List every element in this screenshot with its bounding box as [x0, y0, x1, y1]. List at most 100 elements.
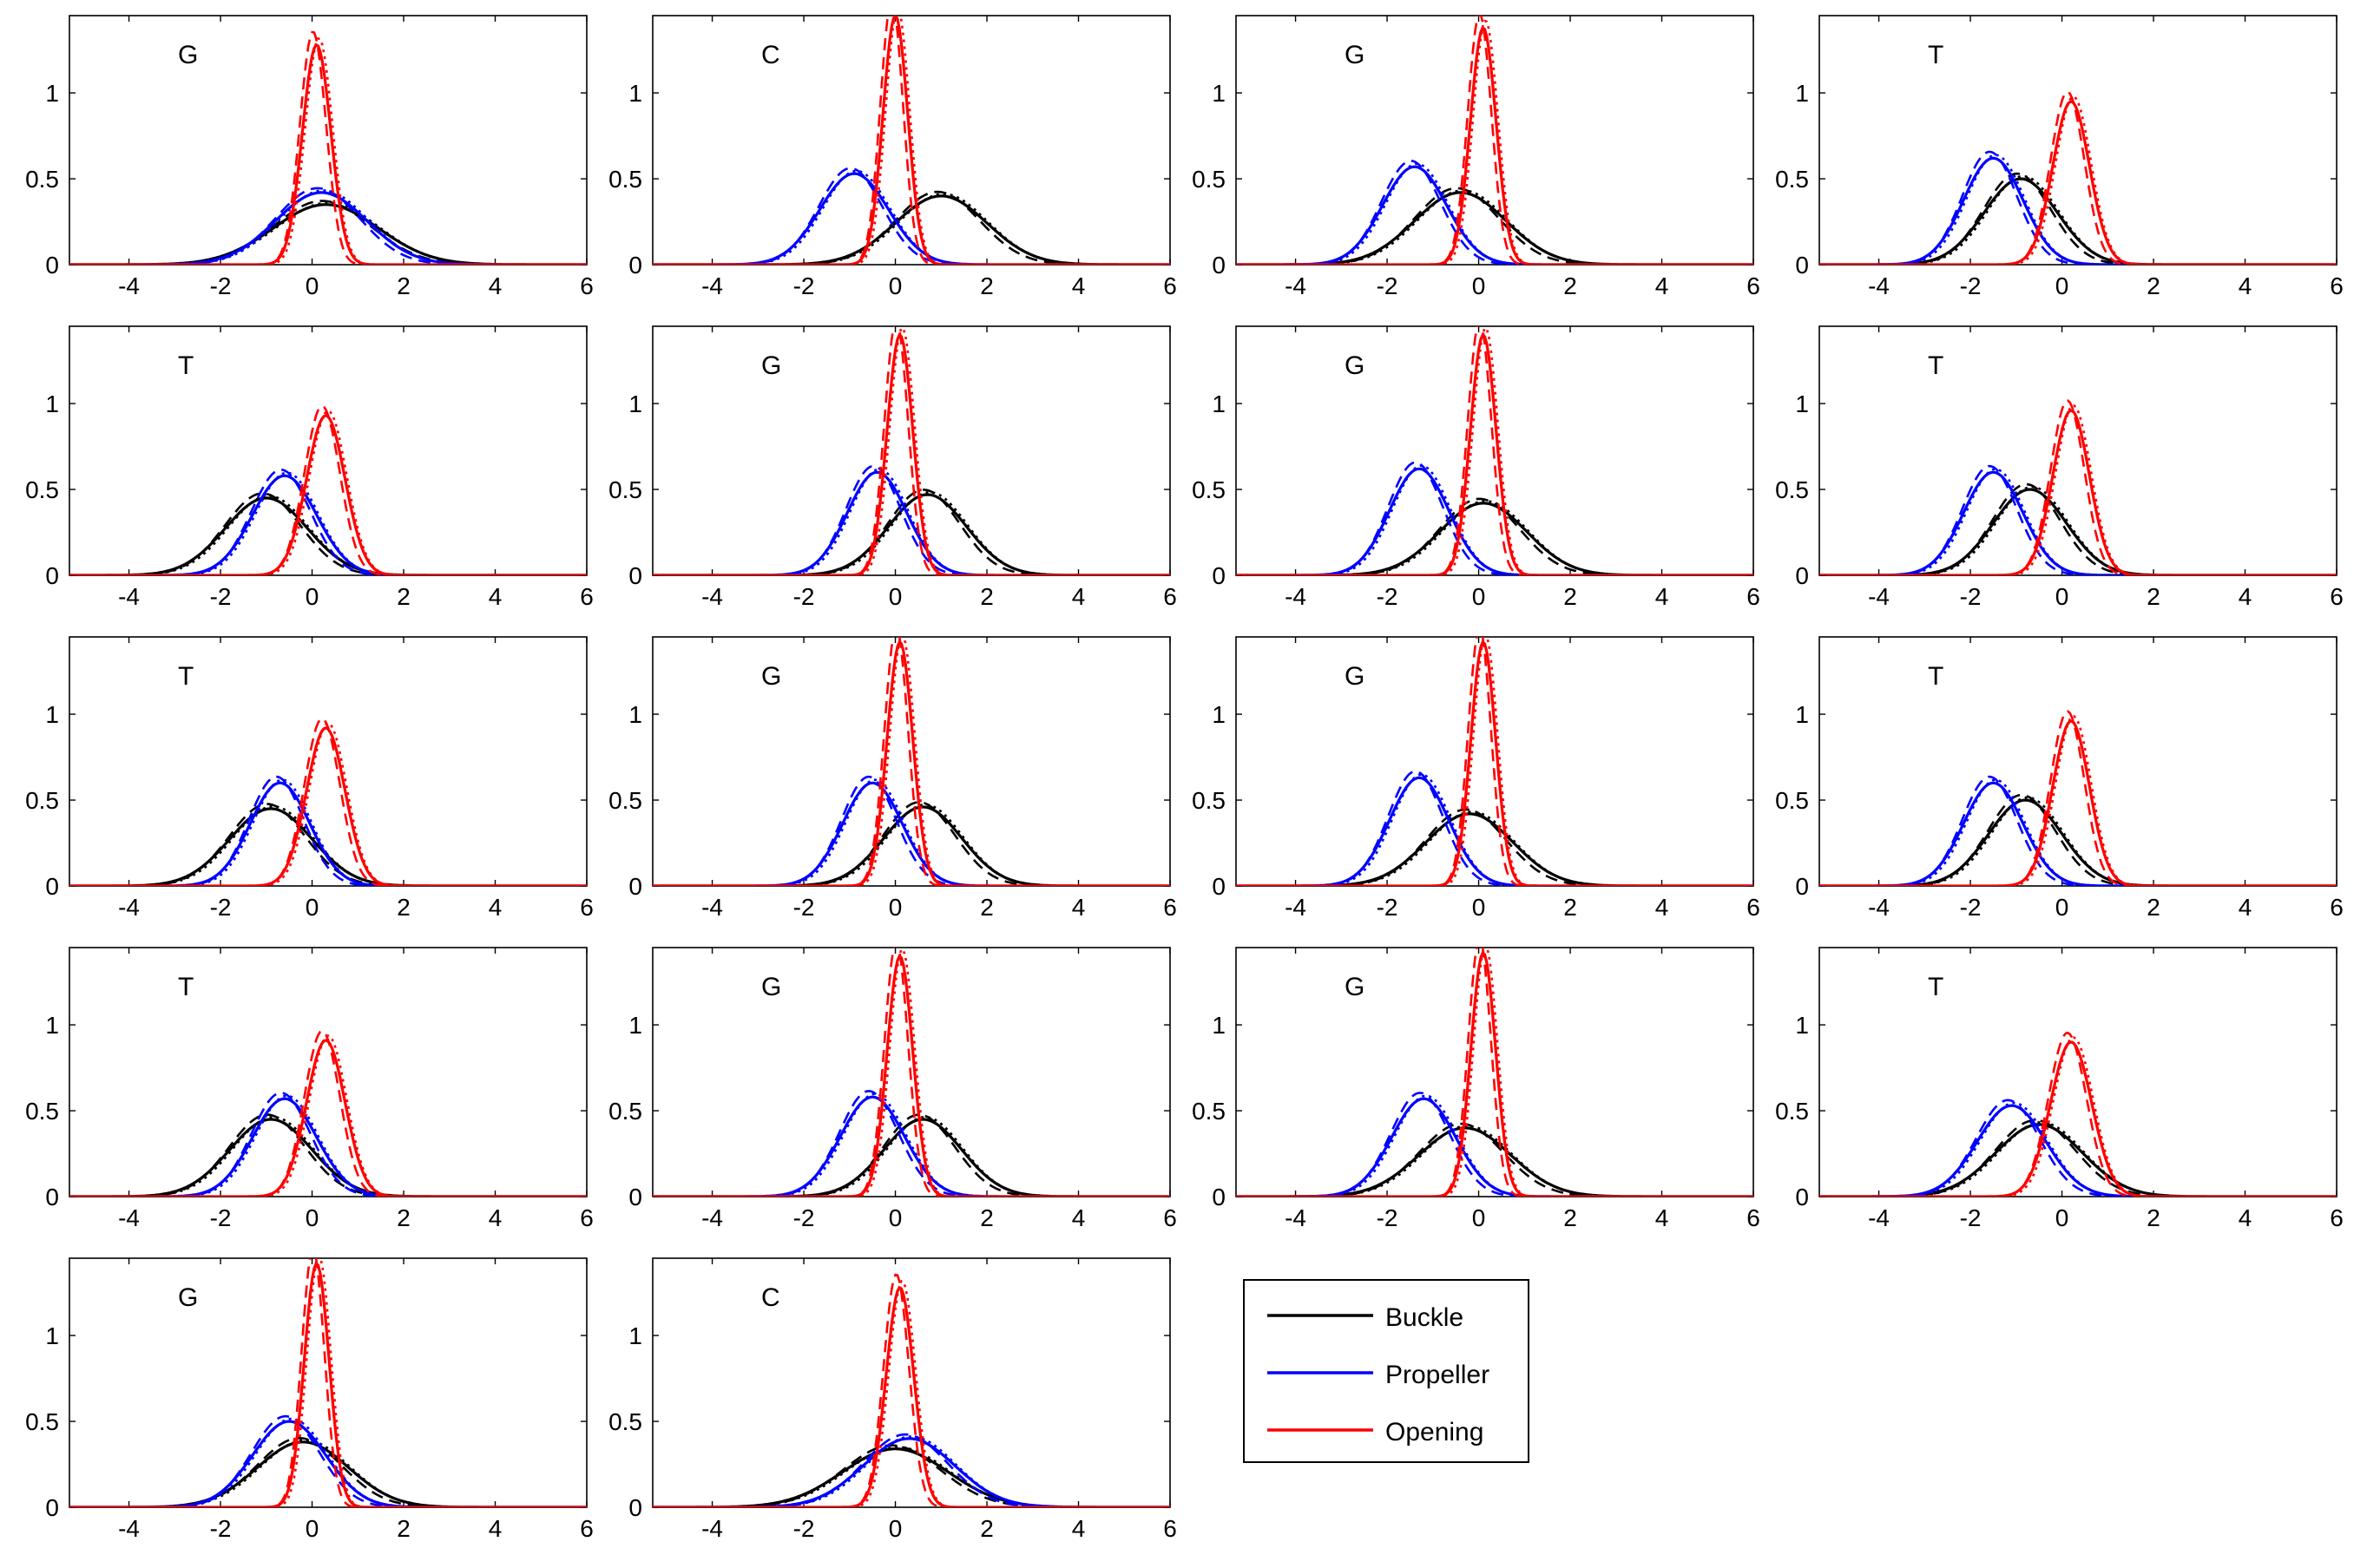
x-tick-label: 6 — [1746, 583, 1760, 610]
legend-label-propeller: Propeller — [1385, 1361, 1489, 1389]
x-tick-label: 4 — [489, 1515, 503, 1542]
x-tick-label: -4 — [1868, 1204, 1890, 1231]
x-tick-label: -2 — [1377, 583, 1398, 610]
x-tick-label: 2 — [2147, 1204, 2160, 1231]
y-tick-label: 1 — [1795, 1012, 1809, 1039]
y-tick-label: 0.5 — [1775, 787, 1809, 814]
x-tick-label: -2 — [793, 894, 815, 921]
y-tick-label: 0.5 — [25, 1098, 59, 1125]
x-tick-label: -2 — [793, 583, 815, 610]
x-tick-label: 2 — [2147, 272, 2160, 299]
y-tick-label: 0 — [45, 252, 59, 279]
x-tick-label: 4 — [1072, 894, 1086, 921]
x-tick-label: -4 — [1285, 894, 1306, 921]
subplot-2: -4 -2 0 2 4 6 0 0.5 1 C — [608, 1, 1177, 299]
x-tick-label: 4 — [489, 272, 503, 299]
plot-area — [69, 637, 587, 886]
x-tick-label: -4 — [701, 272, 723, 299]
subplot-1: -4 -2 0 2 4 600.51G — [25, 16, 594, 299]
x-tick-label: -4 — [1868, 894, 1890, 921]
x-tick-label: 6 — [1163, 894, 1177, 921]
y-tick-label: 1 — [45, 1322, 59, 1349]
x-tick-label: 4 — [1655, 272, 1669, 299]
x-tick-label: 6 — [1163, 272, 1177, 299]
x-tick-label: -4 — [118, 583, 140, 610]
x-tick-label: -4 — [701, 1204, 723, 1231]
x-tick-label: 4 — [1655, 894, 1669, 921]
y-tick-label: 0 — [628, 562, 642, 589]
legend-label-buckle: Buckle — [1385, 1303, 1463, 1332]
y-tick-label: 0.5 — [1192, 476, 1226, 503]
subplot-8: -4 -2 0 2 4 600.51T — [1775, 326, 2344, 610]
x-tick-label: -2 — [1377, 894, 1398, 921]
subplot-6: -4 -2 0 2 4 600.51G — [608, 321, 1177, 610]
y-tick-label: 0.5 — [608, 166, 642, 193]
panel-label: T — [178, 973, 194, 1001]
subplot-17: -4 -2 0 2 4 600.51G — [25, 1250, 594, 1542]
x-tick-label: 2 — [980, 894, 994, 921]
y-tick-label: 1 — [628, 1322, 642, 1349]
y-tick-label: 0.5 — [1192, 1098, 1226, 1125]
x-tick-label: 6 — [2330, 1204, 2344, 1231]
x-tick-label: 6 — [1163, 583, 1177, 610]
x-tick-label: -2 — [210, 272, 232, 299]
x-tick-label: 4 — [1655, 1204, 1669, 1231]
x-tick-label: 0 — [2055, 272, 2069, 299]
y-tick-label: 0.5 — [1775, 1098, 1809, 1125]
x-tick-label: 6 — [1746, 1204, 1760, 1231]
plot-area — [1236, 16, 1753, 265]
panel-label: G — [1345, 351, 1364, 380]
y-tick-label: 0.5 — [25, 1408, 59, 1435]
panel-label: C — [761, 41, 780, 69]
plot-area — [69, 16, 587, 265]
subplot-3: -4 -2 0 2 4 6 0 0.5 1 G — [1192, 14, 1760, 299]
y-tick-label: 0 — [628, 1494, 642, 1521]
y-tick-label: 0 — [628, 873, 642, 900]
subplot-14: -4 -2 0 2 4 600.51G — [608, 942, 1177, 1231]
x-tick-label: 0 — [889, 1515, 903, 1542]
subplot-15: -4 -2 0 2 4 600.51G — [1192, 939, 1760, 1231]
subplot-grid: -4 -2 0 2 4 600.51G-4 -2 0 2 4 600.51C-4 -2 0 2 4 600.5… — [25, 1, 2344, 1542]
y-tick-label: 1 — [1795, 80, 1809, 107]
subplot-18: -4 -2 0 2 4 6 0 0.5 1 C — [608, 1258, 1177, 1542]
x-tick-label: 0 — [889, 1204, 903, 1231]
x-tick-label: 6 — [580, 583, 594, 610]
y-tick-label: 1 — [628, 701, 642, 728]
y-tick-label: 0.5 — [608, 1098, 642, 1125]
x-tick-label: 2 — [1563, 583, 1577, 610]
x-tick-label: -4 — [701, 1515, 723, 1542]
x-tick-label: 2 — [1563, 272, 1577, 299]
x-tick-label: 0 — [2055, 1204, 2069, 1231]
x-tick-label: 4 — [1655, 583, 1669, 610]
y-tick-label: 1 — [45, 390, 59, 417]
x-tick-label: -2 — [1960, 894, 1982, 921]
panel-label: T — [1928, 41, 1943, 69]
subplot-4: -4 -2 0 2 4 600.51T — [1775, 16, 2344, 299]
x-tick-label: 4 — [2239, 272, 2252, 299]
x-tick-label: 6 — [2330, 894, 2344, 921]
y-tick-label: 0 — [45, 1494, 59, 1521]
y-tick-label: 0.5 — [608, 1408, 642, 1435]
y-tick-label: 0 — [1212, 252, 1226, 279]
panel-label: C — [761, 1283, 780, 1312]
x-tick-label: 4 — [489, 1204, 503, 1231]
x-tick-label: 2 — [397, 894, 411, 921]
panel-label: G — [178, 41, 198, 69]
plot-area — [653, 16, 1170, 265]
plot-area — [1819, 948, 2337, 1197]
y-tick-label: 1 — [1212, 390, 1226, 417]
x-tick-label: 2 — [397, 1204, 411, 1231]
y-tick-label: 0 — [1795, 562, 1809, 589]
x-tick-label: 6 — [1746, 272, 1760, 299]
y-tick-label: 0 — [1795, 1184, 1809, 1210]
panel-label: T — [1928, 973, 1943, 1001]
subplot-9: -4 -2 0 2 4 600.51T — [25, 637, 594, 921]
x-tick-label: 0 — [306, 272, 319, 299]
x-tick-label: 2 — [2147, 894, 2160, 921]
x-tick-label: 0 — [889, 272, 903, 299]
y-tick-label: 0 — [628, 252, 642, 279]
panel-label: G — [761, 973, 781, 1001]
y-tick-label: 1 — [628, 390, 642, 417]
x-tick-label: -4 — [118, 272, 140, 299]
x-tick-label: -2 — [793, 272, 815, 299]
